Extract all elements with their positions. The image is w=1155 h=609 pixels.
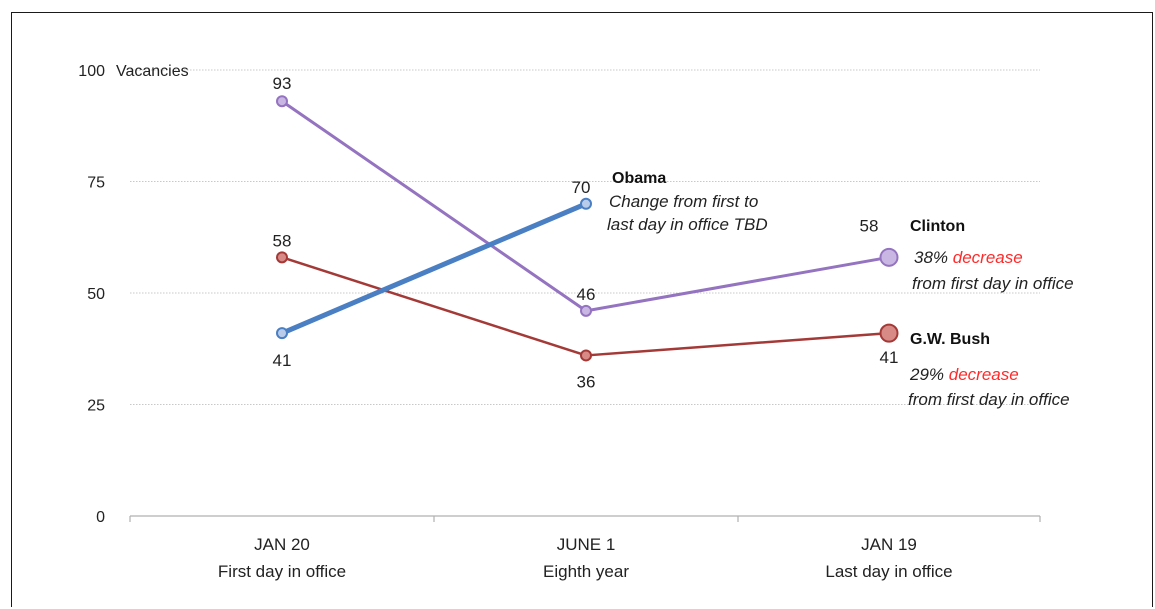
- category-label: JUNE 1: [557, 535, 616, 554]
- series-name-obama: Obama: [612, 170, 666, 187]
- category-label: JAN 20: [254, 535, 310, 554]
- annotation-highlight: decrease: [953, 248, 1023, 267]
- annotation-line2-clinton: from first day in office: [912, 274, 1074, 293]
- x-axis-categories: JAN 20 First day in office JUNE 1 Eighth ye…: [218, 535, 953, 581]
- data-label: 41: [880, 348, 899, 367]
- data-label: 70: [572, 178, 591, 197]
- annotation-line1-obama: Change from first to: [609, 192, 758, 211]
- annotation-prefix: 38%: [914, 248, 953, 267]
- data-labels: 93 46 58 58 36 41 41 70: [273, 74, 899, 391]
- data-point: [276, 95, 288, 108]
- data-label: 58: [273, 231, 292, 250]
- annotation-line-clinton: 38% decrease: [914, 248, 1023, 267]
- series-name-clinton: Clinton: [910, 218, 965, 235]
- y-tick-label: 25: [87, 398, 105, 415]
- series-points: [276, 95, 899, 362]
- data-point: [580, 197, 592, 210]
- x-axis: [129, 515, 1041, 522]
- series-name-bush: G.W. Bush: [910, 331, 990, 348]
- annotation-line2-obama: last day in office TBD: [607, 215, 768, 234]
- data-label: 36: [577, 372, 596, 391]
- series-line-2: [281, 201, 587, 336]
- category-sublabel: Last day in office: [825, 562, 952, 581]
- data-label: 41: [273, 351, 292, 370]
- data-label: 93: [273, 74, 292, 93]
- data-point: [276, 327, 288, 340]
- category-sublabel: Eighth year: [543, 562, 629, 581]
- annotation-highlight: decrease: [949, 365, 1019, 384]
- data-point: [276, 251, 288, 264]
- data-label: 46: [577, 285, 596, 304]
- series-lines: [281, 99, 890, 357]
- data-point: [879, 323, 899, 343]
- y-tick-label: 75: [87, 175, 105, 192]
- data-label: 58: [860, 216, 879, 235]
- y-tick-label: 50: [87, 286, 105, 303]
- chart-frame: [11, 12, 1153, 607]
- category-label: JAN 19: [861, 535, 917, 554]
- annotation-prefix: 29%: [909, 365, 949, 384]
- y-tick-label: 100: [78, 63, 105, 80]
- annotation-line2-bush: from first day in office: [908, 390, 1070, 409]
- category-sublabel: First day in office: [218, 562, 346, 581]
- series-annotations: Clinton 38% decrease from first day in off…: [607, 170, 1074, 409]
- annotation-line-bush: 29% decrease: [909, 365, 1019, 384]
- data-point: [580, 349, 592, 362]
- y-axis-ticks: 0 25 50 75 100: [78, 63, 105, 526]
- data-point: [580, 304, 592, 317]
- y-tick-label: 0: [96, 509, 105, 526]
- y-axis-label: Vacancies: [116, 63, 189, 80]
- data-point: [879, 247, 899, 267]
